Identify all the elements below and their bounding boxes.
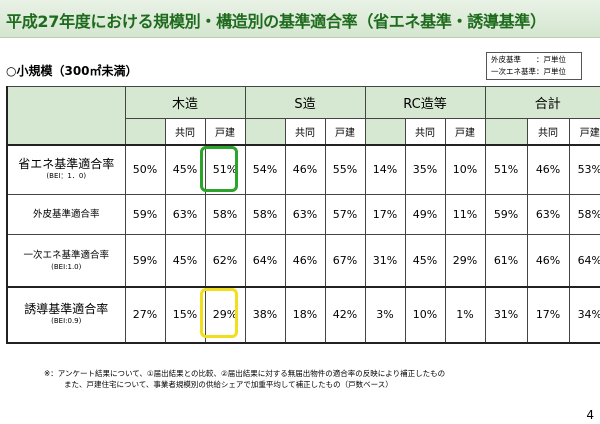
compliance-table: 木造 S造 RC造等 合計 共同 戸建 共同 戸建 共同 戸建 共同 戸建 省エ…: [6, 86, 600, 344]
legend-line: 一次エネ基準：戸単位: [491, 67, 566, 76]
table-row: 省エネ基準適合率 (BEI：1．0) 50% 45% 51% 54% 46% 5…: [6, 143, 600, 195]
sub-header-collective: 共同: [164, 118, 206, 145]
table-cell: 45%: [164, 234, 206, 287]
table-cell: 14%: [364, 143, 406, 195]
row-label-note: (BEI:0.9): [51, 317, 82, 325]
header-wood-all: [124, 118, 166, 145]
header-total-all: [484, 118, 528, 145]
highlight-box-yellow: [200, 288, 238, 338]
sub-header-collective: 共同: [526, 118, 570, 145]
table-cell: 17%: [364, 194, 406, 235]
table-cell: 49%: [404, 194, 446, 235]
table-cell: 29%: [444, 234, 486, 287]
table-cell: 50%: [124, 143, 166, 195]
table-cell: 59%: [484, 194, 528, 235]
legend-box: 外皮基準 ：戸単位 一次エネ基準：戸単位: [486, 52, 582, 80]
table-cell: 59%: [124, 234, 166, 287]
table-cell: 15%: [164, 285, 206, 344]
row-label-note: (BEI：1．0): [46, 172, 87, 181]
table-row: 一次エネ基準適合率 (BEI:1.0) 59% 45% 62% 64% 46% …: [6, 234, 600, 287]
header-rc: RC造等: [364, 86, 486, 119]
table-cell: 55%: [324, 143, 366, 195]
row-label-note: (BEI:1.0): [51, 262, 82, 271]
table-cell: 64%: [244, 234, 286, 287]
table-cell: 54%: [244, 143, 286, 195]
table-cell: 46%: [284, 143, 326, 195]
table-cell: 31%: [484, 285, 528, 344]
table-cell: 29%: [204, 285, 246, 344]
footnote-line: ※：アンケート結果について、①届出結果との比較、②届出結果に対する無届出物件の適…: [44, 369, 446, 378]
row-label-envelope: 外皮基準適合率: [6, 194, 126, 235]
table-cell: 45%: [404, 234, 446, 287]
sub-header-collective: 共同: [404, 118, 446, 145]
table-cell: 27%: [124, 285, 166, 344]
sub-header-detached: 戸建: [444, 118, 486, 145]
table-row: 外皮基準適合率 59% 63% 58% 58% 63% 57% 17% 49% …: [6, 194, 600, 235]
table-cell: 10%: [404, 285, 446, 344]
footnote: ※：アンケート結果について、①届出結果との比較、②届出結果に対する無届出物件の適…: [44, 368, 445, 390]
table-row: 誘導基準適合率 (BEI:0.9) 27% 15% 29% 38% 18% 42…: [6, 285, 600, 344]
table-cell: 58%: [204, 194, 246, 235]
table-cell: 17%: [526, 285, 570, 344]
header-total: 合計: [484, 86, 600, 119]
title-bar: 平成27年度における規模別・構造別の基準適合率（省エネ基準・誘導基準）: [0, 0, 600, 38]
table-cell: 67%: [324, 234, 366, 287]
table-cell: 35%: [404, 143, 446, 195]
row-label-text: 一次エネ基準適合率: [23, 249, 109, 261]
sub-header-collective: 共同: [284, 118, 326, 145]
header-steel-all: [244, 118, 286, 145]
table-cell: 58%: [244, 194, 286, 235]
table-cell: 62%: [204, 234, 246, 287]
table-cell: 61%: [484, 234, 528, 287]
table-cell: 51%: [484, 143, 528, 195]
section-heading: ○小規模（300㎡未満）: [6, 64, 138, 78]
sub-header-detached: 戸建: [204, 118, 246, 145]
table-cell: 57%: [324, 194, 366, 235]
row-label-text: 誘導基準適合率: [24, 302, 109, 316]
header-rc-all: [364, 118, 406, 145]
row-label-text: 外皮基準適合率: [32, 209, 100, 220]
table-cell: 46%: [284, 234, 326, 287]
table-cell: 64%: [568, 234, 600, 287]
table-cell: 53%: [568, 143, 600, 195]
table-cell: 46%: [526, 234, 570, 287]
table-cell: 63%: [526, 194, 570, 235]
legend-line: 外皮基準 ：戸単位: [491, 55, 566, 64]
header-wood: 木造: [124, 86, 246, 119]
table-cell: 51%: [204, 143, 246, 195]
table-cell: 31%: [364, 234, 406, 287]
row-label-primary-energy: 一次エネ基準適合率 (BEI:1.0): [6, 234, 126, 287]
table-cell: 34%: [568, 285, 600, 344]
header-steel: S造: [244, 86, 366, 119]
table-corner: [6, 86, 126, 145]
table-cell: 1%: [444, 285, 486, 344]
table-cell: 42%: [324, 285, 366, 344]
table-cell: 11%: [444, 194, 486, 235]
highlight-box-green: [200, 146, 238, 192]
footnote-line: また、戸建住宅について、事業者規模別の供給シェアで加重平均して補正したもの（戸数…: [64, 380, 393, 389]
row-label-text: 省エネ基準適合率: [18, 157, 115, 172]
table-cell: 63%: [164, 194, 206, 235]
table-cell: 10%: [444, 143, 486, 195]
table-cell: 38%: [244, 285, 286, 344]
table-cell: 58%: [568, 194, 600, 235]
sub-header-detached: 戸建: [324, 118, 366, 145]
row-label-energy: 省エネ基準適合率 (BEI：1．0): [6, 143, 126, 195]
row-label-induction: 誘導基準適合率 (BEI:0.9): [6, 285, 126, 344]
sub-header-detached: 戸建: [568, 118, 600, 145]
table-cell: 59%: [124, 194, 166, 235]
table-cell: 3%: [364, 285, 406, 344]
table-cell: 63%: [284, 194, 326, 235]
table-cell: 46%: [526, 143, 570, 195]
page-number: 4: [586, 408, 594, 422]
table-cell: 18%: [284, 285, 326, 344]
table-cell: 45%: [164, 143, 206, 195]
page-title: 平成27年度における規模別・構造別の基準適合率（省エネ基準・誘導基準）: [6, 12, 546, 31]
